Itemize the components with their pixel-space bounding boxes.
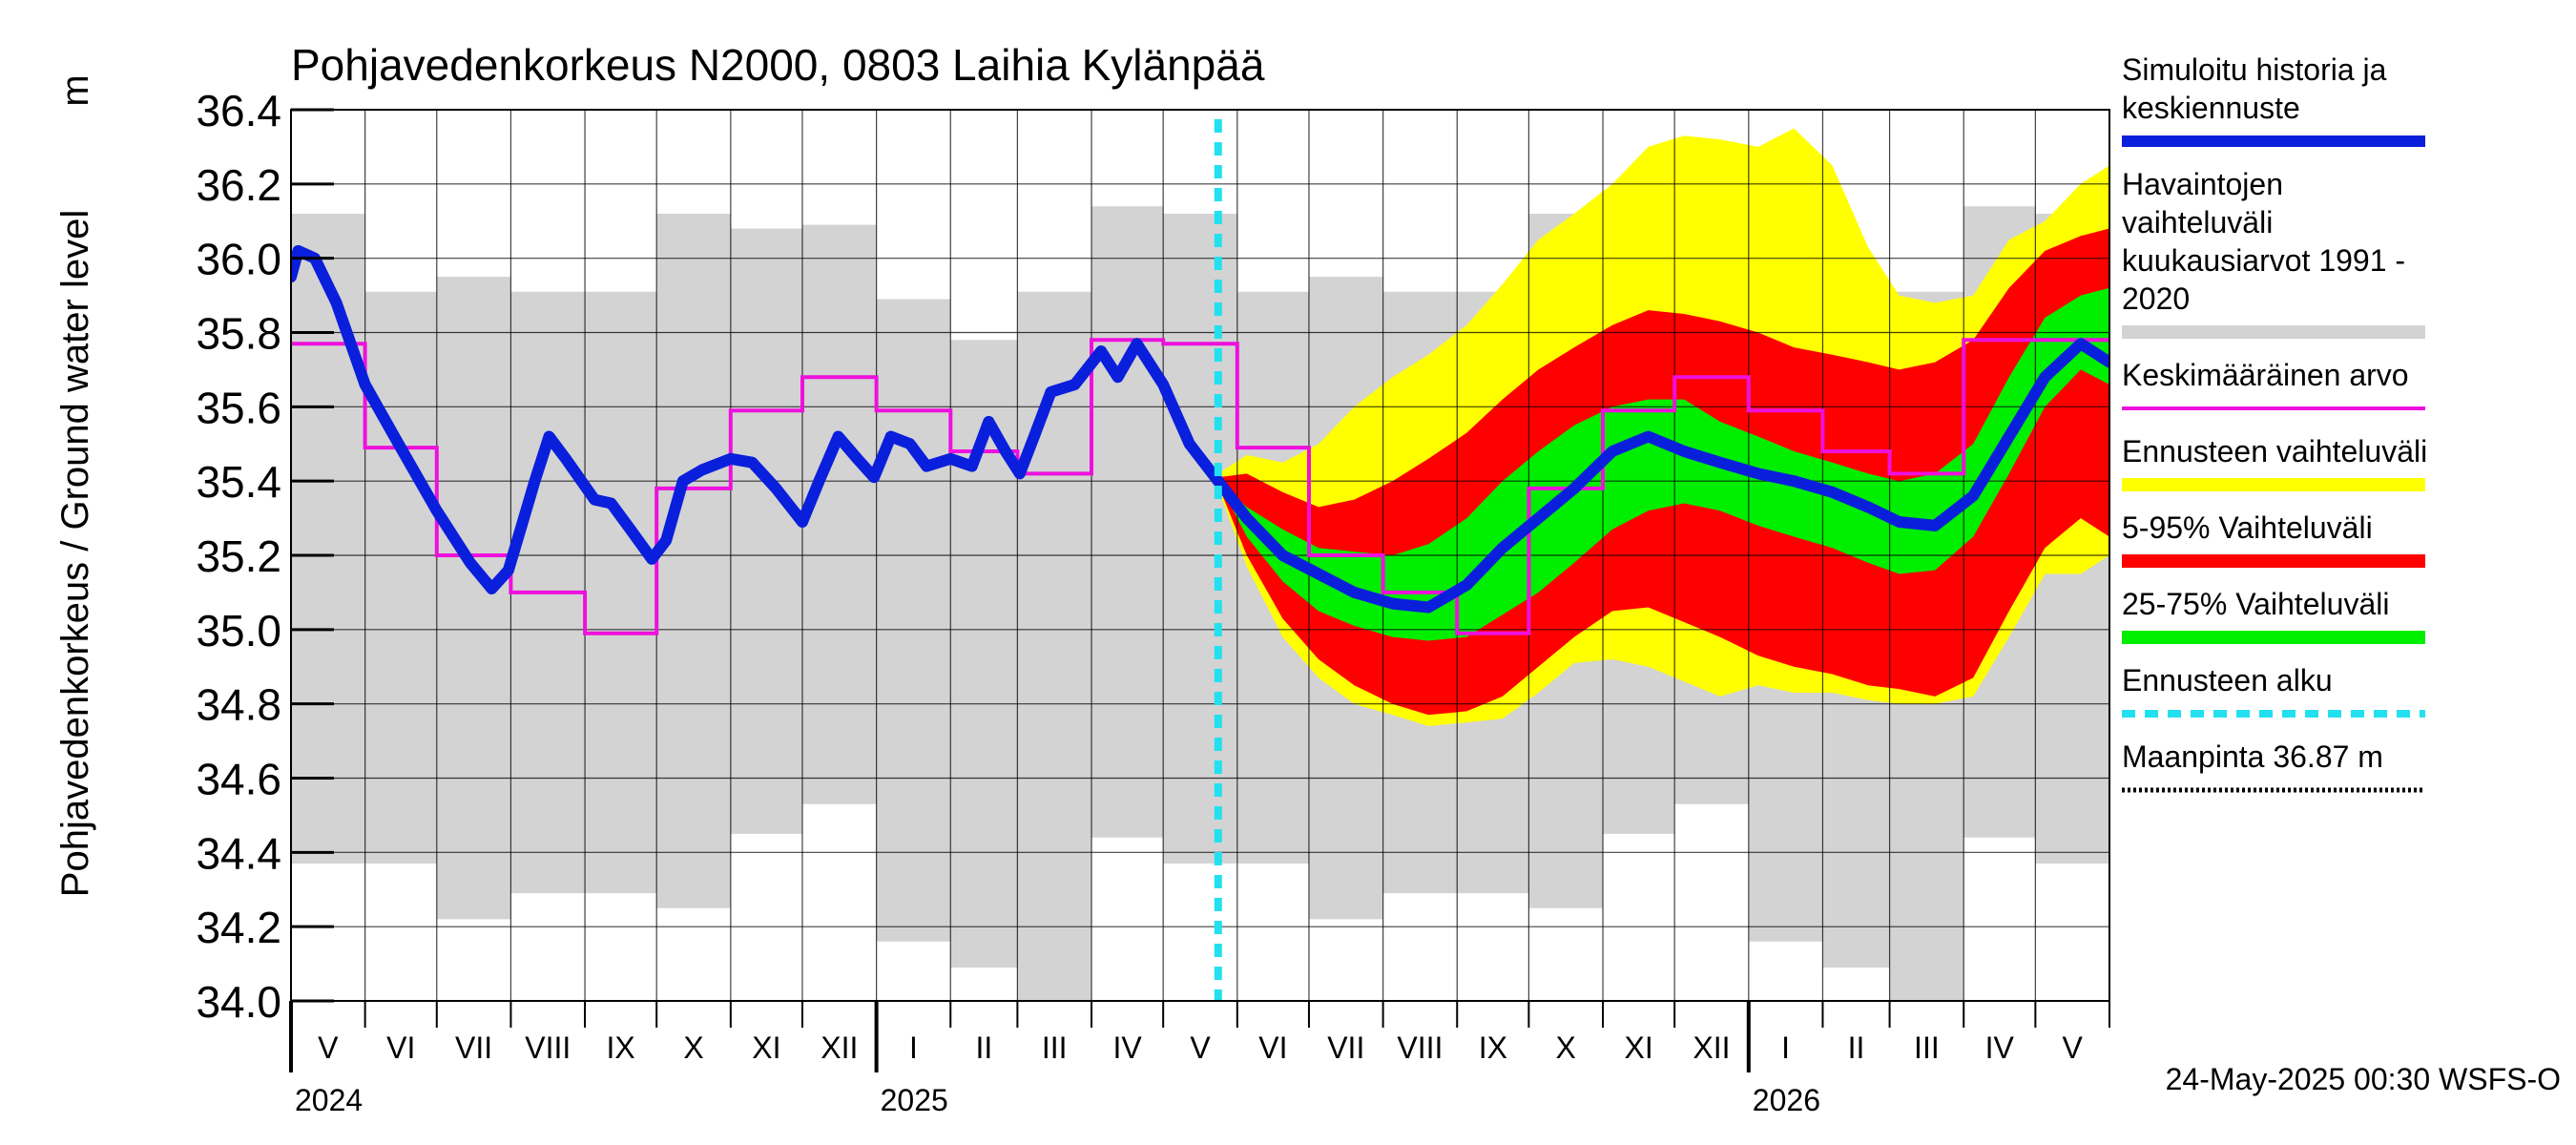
y-tick-label: 34.6 (196, 755, 281, 804)
y-axis-label: Pohjavedenkorkeus / Ground water level (54, 210, 96, 897)
month-label: III (1042, 1030, 1068, 1065)
legend-label: 25-75% Vaihteluväli (2122, 587, 2389, 621)
legend-swatch (2122, 325, 2425, 339)
year-label: 2026 (1753, 1083, 1820, 1117)
y-tick-label: 34.0 (196, 977, 281, 1027)
month-label: II (975, 1030, 992, 1065)
month-label: XII (821, 1030, 858, 1065)
axes: 34.0 34.2 34.4 34.6 34.8 35.0 35.2 35.4 35.6 35.8… (196, 86, 2110, 1117)
month-label: V (2063, 1030, 2084, 1065)
y-tick-label: 35.4 (196, 457, 281, 507)
y-tick-label: 35.2 (196, 531, 281, 581)
y-tick-label: 36.2 (196, 160, 281, 210)
month-label: III (1914, 1030, 1940, 1065)
y-tick-label: 35.0 (196, 606, 281, 656)
month-label: XI (1624, 1030, 1652, 1065)
month-label: XI (752, 1030, 780, 1065)
simulated-level-line (291, 244, 2109, 614)
month-label: IV (1985, 1030, 2015, 1065)
y-tick-label: 34.4 (196, 828, 281, 878)
month-label: VIII (525, 1030, 571, 1065)
mean-value-line (291, 338, 2109, 635)
y-tick-label: 34.8 (196, 680, 281, 730)
legend-label: vaihteluväli (2122, 205, 2273, 239)
month-label: XII (1693, 1030, 1730, 1065)
series-lines (291, 119, 2109, 1001)
legend-label: Maanpinta 36.87 m (2122, 739, 2383, 774)
y-tick-label: 36.0 (196, 235, 281, 284)
legend-label: 2020 (2122, 281, 2190, 316)
month-label: X (683, 1030, 703, 1065)
month-label: IV (1112, 1030, 1142, 1065)
legend-label: 5-95% Vaihteluväli (2122, 510, 2373, 545)
month-label: VI (386, 1030, 415, 1065)
legend-label: Havaintojen (2122, 167, 2283, 201)
legend-label: Keskimääräinen arvo (2122, 358, 2409, 392)
legend-label: kuukausiarvot 1991 - (2122, 243, 2405, 278)
month-label: VI (1258, 1030, 1287, 1065)
y-tick-label: 36.4 (196, 86, 281, 135)
chart-title: Pohjavedenkorkeus N2000, 0803 Laihia Kyl… (291, 40, 1265, 90)
month-label: II (1848, 1030, 1865, 1065)
legend-swatch (2122, 631, 2425, 644)
month-label: IX (1479, 1030, 1507, 1065)
legend-label: Ennusteen alku (2122, 663, 2333, 697)
month-label: V (1190, 1030, 1211, 1065)
y-tick-label: 34.2 (196, 903, 281, 952)
y-tick-label: 35.6 (196, 383, 281, 432)
month-label: VII (455, 1030, 492, 1065)
month-label: VII (1327, 1030, 1364, 1065)
legend-swatch (2122, 478, 2425, 491)
month-label: I (1781, 1030, 1790, 1065)
month-label: V (318, 1030, 339, 1065)
y-tick-label: 35.8 (196, 309, 281, 359)
legend-label: Ennusteen vaihteluväli (2122, 434, 2427, 468)
legend-label: Simuloitu historia ja (2122, 52, 2387, 87)
month-label: I (909, 1030, 918, 1065)
month-label: VIII (1397, 1030, 1443, 1065)
y-axis-unit: m (54, 74, 96, 106)
year-label: 2025 (881, 1083, 948, 1117)
p25-75-band (1217, 287, 2109, 641)
month-label: IX (607, 1030, 635, 1065)
legend: Simuloitu historia ja keskiennuste Havaint… (2122, 52, 2427, 793)
year-label: 2024 (295, 1083, 363, 1117)
month-label: X (1556, 1030, 1576, 1065)
legend-label: keskiennuste (2122, 91, 2300, 125)
legend-swatch (2122, 554, 2425, 568)
footer-timestamp: 24-May-2025 00:30 WSFS-O (2166, 1062, 2561, 1096)
